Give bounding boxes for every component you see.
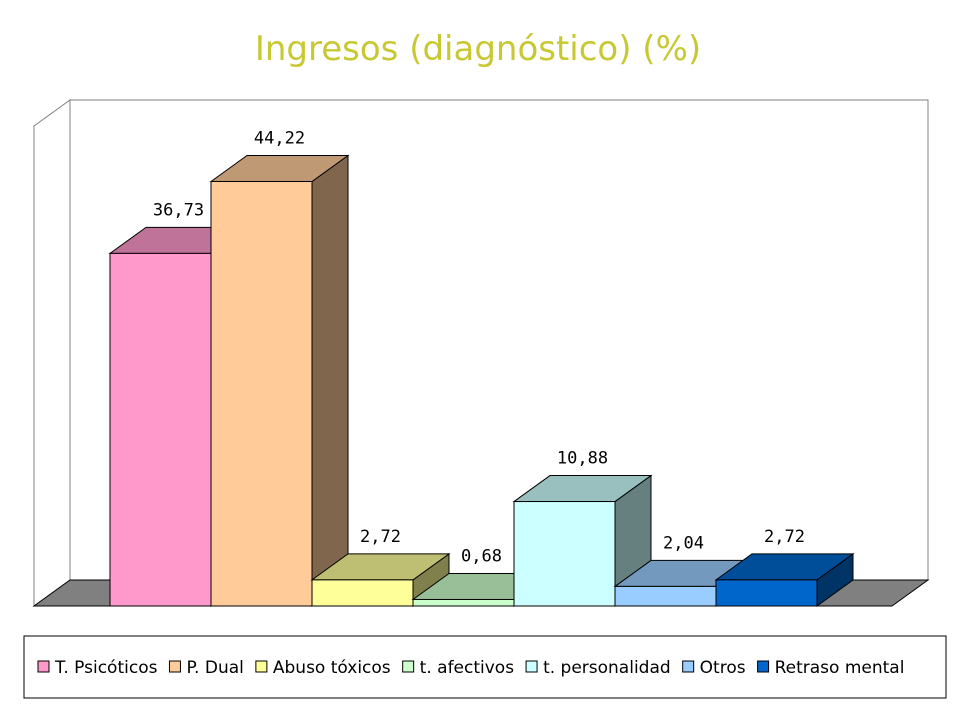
bar-front	[311, 579, 414, 607]
bar-3	[310, 552, 451, 607]
legend-swatch	[402, 660, 415, 673]
legend-label: t. afectivos	[420, 658, 515, 678]
legend-label: Abuso tóxicos	[273, 658, 391, 678]
legend-swatch	[525, 660, 538, 673]
bar-front	[715, 579, 818, 607]
legend-item: P. Dual	[168, 658, 244, 678]
bar-5	[512, 474, 653, 607]
side-wall	[33, 99, 71, 607]
legend-item: Otros	[682, 658, 746, 678]
legend-item: t. personalidad	[525, 658, 671, 678]
legend-swatch	[682, 660, 695, 673]
data-label: 36,73	[153, 200, 204, 220]
legend-label: t. personalidad	[543, 658, 671, 678]
legend-item: T. Psicóticos	[37, 658, 158, 678]
legend-item: Retraso mental	[757, 658, 905, 678]
data-label: 2,04	[663, 533, 704, 553]
legend: T. Psicóticos P. Dual Abuso tóxicos t. afec…	[23, 635, 947, 699]
legend-label: P. Dual	[186, 658, 243, 678]
legend-swatch	[37, 660, 50, 673]
bar-front	[614, 585, 717, 607]
bar-2	[209, 154, 350, 607]
data-label: 44,22	[254, 128, 305, 148]
chart-title: Ingresos (diagnóstico) (%)	[255, 29, 701, 69]
data-label: 10,88	[557, 449, 608, 469]
data-label: 0,68	[461, 546, 502, 566]
bar-front	[513, 501, 616, 607]
bar-front	[109, 252, 212, 607]
legend-swatch	[255, 660, 268, 673]
bar-7	[714, 552, 855, 607]
legend-swatch	[168, 660, 181, 673]
data-label: 2,72	[764, 527, 805, 547]
data-label: 2,72	[360, 527, 401, 547]
legend-label: Retraso mental	[775, 658, 905, 678]
bar-front	[210, 180, 313, 607]
legend-swatch	[757, 660, 770, 673]
bar-side	[311, 154, 349, 607]
legend-item: t. afectivos	[402, 658, 515, 678]
plot-area: 36,73 44,22 2,72 0,68 10,88 2,04 2,72	[32, 99, 930, 607]
legend-label: T. Psicóticos	[54, 658, 158, 678]
bar-front	[412, 598, 515, 607]
legend-label: Otros	[700, 658, 746, 678]
legend-item: Abuso tóxicos	[255, 658, 391, 678]
